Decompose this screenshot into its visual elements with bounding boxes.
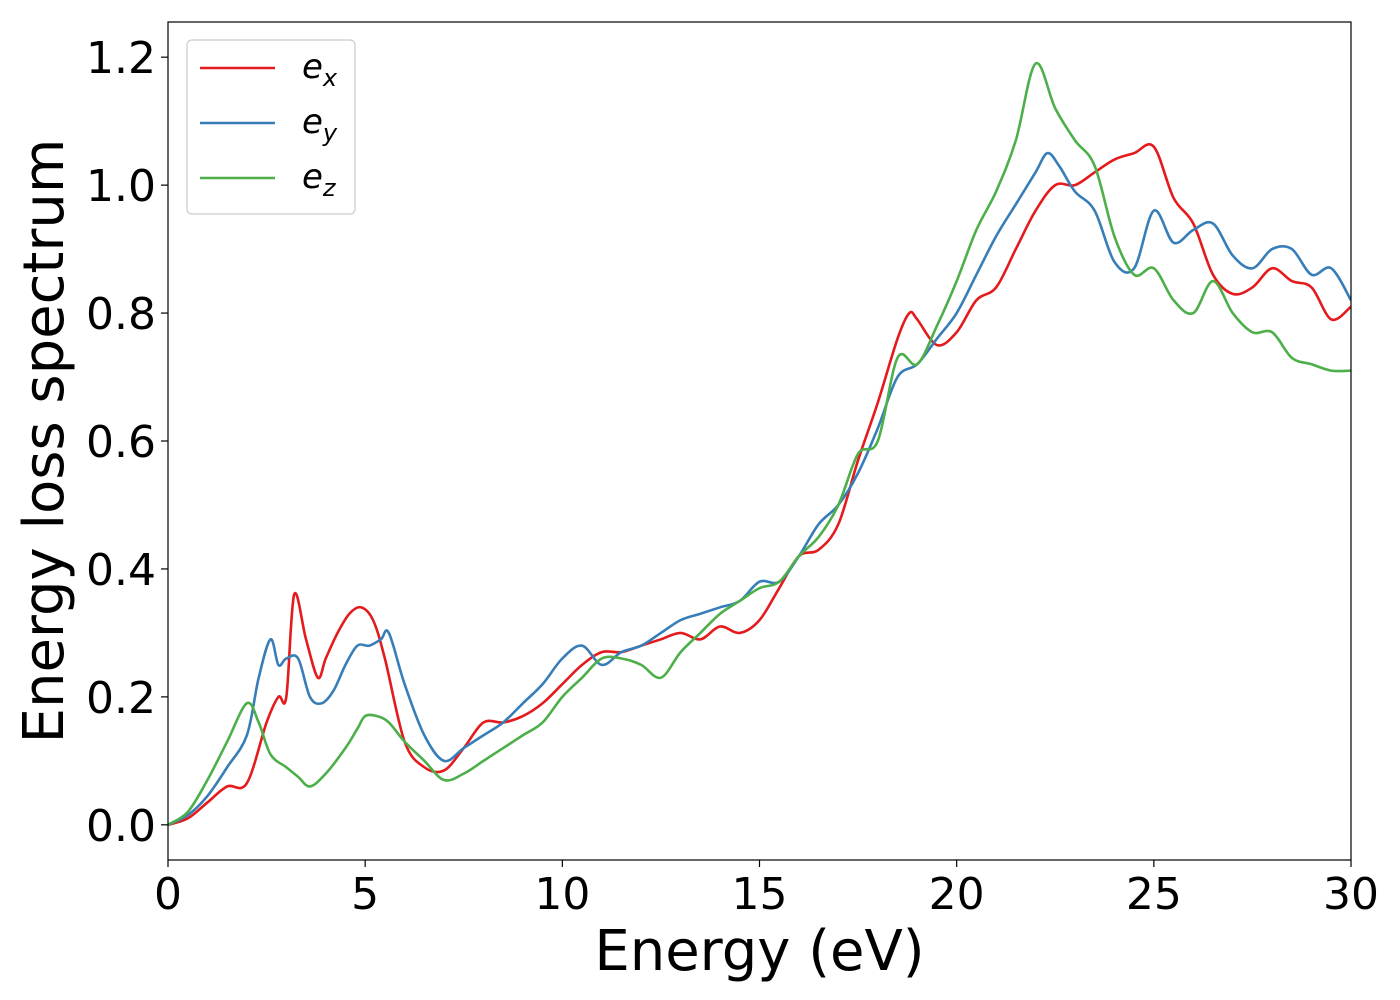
- x-tick-label: 15: [732, 869, 788, 920]
- x-tick-label: 20: [929, 869, 985, 920]
- y-axis-ticks: 0.0 0.2 0.4 0.6 0.8 1.0 1.2: [86, 33, 168, 852]
- legend-box: [186, 39, 356, 215]
- x-tick-label: 5: [351, 869, 379, 920]
- y-tick-label: 0.6: [86, 417, 156, 468]
- series-layer: [168, 62, 1351, 827]
- y-tick-label: 1.0: [86, 161, 156, 212]
- y-tick-label: 1.2: [86, 33, 156, 84]
- x-axis-label: Energy (eV): [594, 919, 924, 984]
- legend-label-z: ez: [302, 157, 337, 202]
- y-tick-label: 0.2: [86, 673, 156, 724]
- x-tick-label: 0: [154, 869, 182, 920]
- series-line-x: [168, 143, 1351, 827]
- y-tick-label: 0.8: [86, 289, 156, 340]
- x-tick-label: 30: [1323, 869, 1379, 920]
- legend: ex ey ez: [186, 39, 356, 215]
- y-axis-label: Energy loss spectrum: [12, 139, 77, 744]
- x-tick-label: 25: [1126, 869, 1182, 920]
- y-tick-label: 0.4: [86, 545, 156, 596]
- legend-label-y: ey: [302, 102, 338, 147]
- x-tick-label: 10: [534, 869, 590, 920]
- y-tick-label: 0.0: [86, 801, 156, 852]
- legend-label-x: ex: [302, 47, 338, 92]
- x-axis-ticks: 0 5 10 15 20 25 30: [154, 860, 1379, 920]
- series-line-z: [168, 62, 1351, 826]
- plot-area: [168, 22, 1351, 860]
- series-line-y: [168, 151, 1351, 827]
